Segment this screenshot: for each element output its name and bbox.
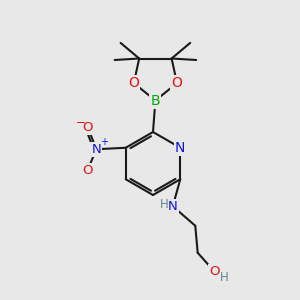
- Text: O: O: [172, 76, 182, 90]
- Text: H: H: [219, 272, 228, 284]
- Text: H: H: [159, 198, 168, 211]
- Text: B: B: [151, 94, 160, 107]
- Text: N: N: [175, 141, 185, 155]
- Text: O: O: [83, 121, 93, 134]
- Text: N: N: [168, 200, 178, 213]
- Text: O: O: [82, 164, 93, 177]
- Text: N: N: [92, 143, 101, 156]
- Text: +: +: [100, 137, 108, 147]
- Text: −: −: [76, 116, 85, 129]
- Text: O: O: [209, 265, 219, 278]
- Text: O: O: [128, 76, 139, 90]
